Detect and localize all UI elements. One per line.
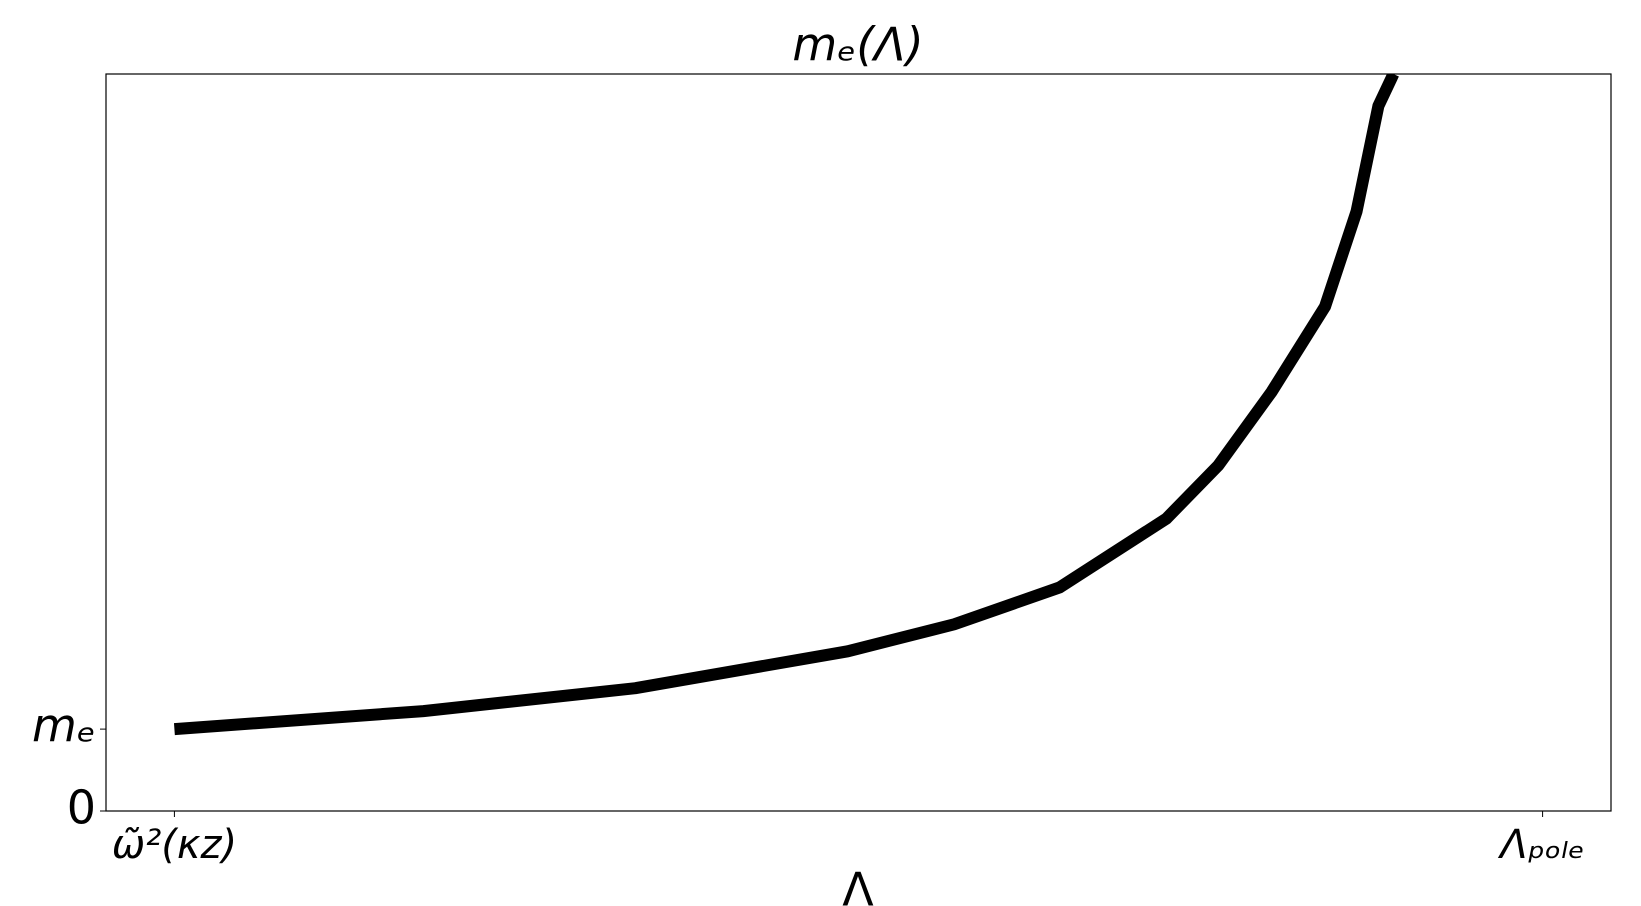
x-tick-label: Λₚₒₗₑ [1497, 822, 1584, 868]
data-line [173, 74, 1399, 736]
x-tick-label: ω̃²(κz) [112, 822, 237, 868]
y-tick-label: mₑ [32, 699, 96, 753]
plot-frame [105, 73, 1612, 812]
chart-title: mₑ(Λ) [792, 18, 923, 72]
y-tick-label: 0 [67, 781, 96, 835]
x-axis-label: Λ [842, 863, 874, 906]
